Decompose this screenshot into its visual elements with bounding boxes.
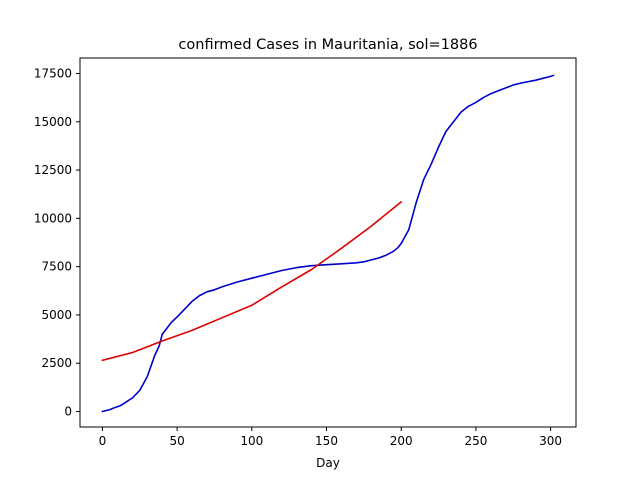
x-axis-ticks: 0 50 100 150 200 250 300 bbox=[99, 427, 562, 448]
y-tick-label: 7500 bbox=[41, 260, 72, 274]
x-axis-label: Day bbox=[316, 456, 340, 470]
x-tick-label: 200 bbox=[390, 434, 413, 448]
plot-area-frame bbox=[79, 57, 577, 428]
chart-title: confirmed Cases in Mauritania, sol=1886 bbox=[178, 37, 477, 53]
series-line-1 bbox=[101, 74, 555, 413]
series-layer bbox=[101, 74, 555, 413]
y-tick-label: 17500 bbox=[34, 66, 72, 80]
x-tick-label: 250 bbox=[464, 434, 487, 448]
y-tick-label: 0 bbox=[64, 405, 72, 419]
y-tick-label: 15000 bbox=[34, 115, 72, 129]
x-tick-label: 150 bbox=[315, 434, 338, 448]
x-tick-label: 0 bbox=[99, 434, 107, 448]
series-line-2 bbox=[101, 201, 403, 362]
y-tick-label: 12500 bbox=[34, 163, 72, 177]
x-tick-label: 300 bbox=[539, 434, 562, 448]
y-tick-label: 2500 bbox=[41, 356, 72, 370]
x-tick-label: 100 bbox=[240, 434, 263, 448]
y-axis-ticks: 0 2500 5000 7500 10000 12500 15000 17500 bbox=[34, 66, 80, 419]
x-tick-label: 50 bbox=[169, 434, 184, 448]
y-tick-label: 10000 bbox=[34, 211, 72, 225]
y-tick-label: 5000 bbox=[41, 308, 72, 322]
